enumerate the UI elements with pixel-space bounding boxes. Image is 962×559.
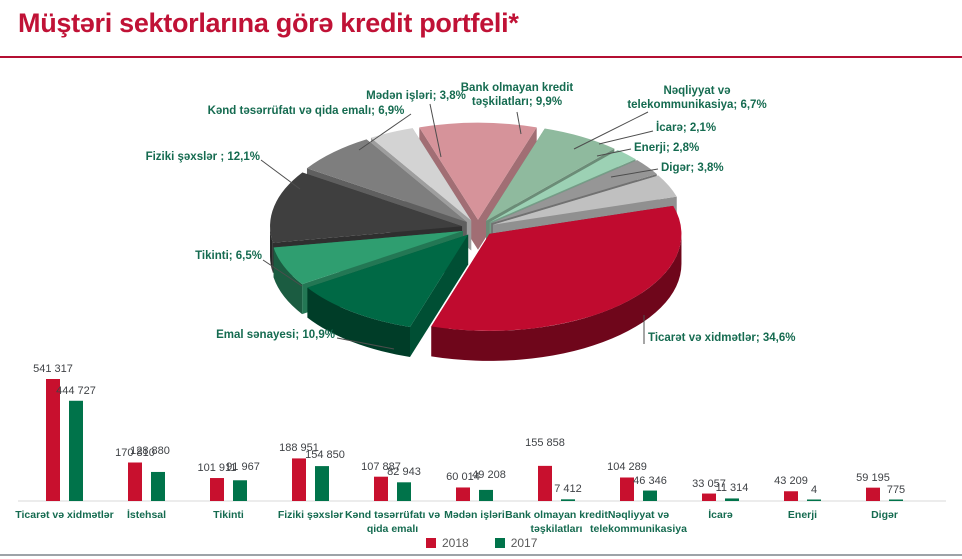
pie-slice-1 (486, 128, 615, 221)
bar-2017-7 (643, 490, 657, 501)
bar-2018-0 (46, 379, 60, 501)
legend-item-2017: 2017 (494, 536, 538, 550)
bar-2017-10 (889, 499, 903, 501)
bar-2018-1 (128, 462, 142, 501)
pie-leader-line-10 (429, 103, 442, 158)
legend-item-2018: 2018 (426, 536, 469, 550)
bar-2018-2 (210, 478, 224, 501)
bar-2017-8 (725, 498, 739, 501)
bar-2018-3 (292, 458, 306, 501)
bar-2017-0 (69, 400, 83, 501)
legend-label-2018: 2018 (442, 536, 469, 550)
bar-2017-3 (315, 466, 329, 501)
bar-2018-5 (456, 487, 470, 501)
pie-slice-side (273, 247, 303, 315)
pie-leader-line-6 (336, 337, 395, 350)
pie-slice-side (431, 233, 682, 361)
pie-leader-line-7 (262, 259, 303, 287)
pie-slice-6 (307, 234, 469, 328)
pie-slice-0 (419, 122, 537, 220)
pie-leader-line-0 (516, 111, 522, 135)
pie-slice-2 (489, 150, 636, 223)
pie-slice-5 (431, 205, 682, 331)
legend-swatch-2018 (426, 538, 436, 548)
pie-slice-10 (370, 128, 472, 221)
bar-2018-10 (866, 487, 880, 501)
pie-slice-4 (492, 175, 677, 225)
page-title: Müştəri sektorlarına görə kredit portfel… (18, 8, 519, 38)
legend-swatch-2017 (494, 538, 505, 548)
pie-leader-line-9 (358, 113, 412, 151)
bar-2018-9 (784, 491, 798, 501)
pie-slice-side (270, 226, 273, 273)
bar-2017-2 (233, 480, 247, 501)
pie-leader-line-8 (260, 159, 301, 190)
bar-2018-6 (538, 465, 552, 501)
pie-slice-9 (306, 139, 467, 223)
bar-2017-5 (479, 489, 493, 501)
bar-2017-1 (151, 471, 165, 501)
legend-label-2017: 2017 (510, 536, 538, 550)
pie-slice-7 (273, 231, 463, 285)
bar-2018-8 (702, 493, 716, 501)
pie-slice-side (307, 287, 411, 358)
bar-2017-6 (561, 499, 575, 501)
pie-slice-8 (270, 172, 463, 243)
chart-legend: 2018 2017 (426, 536, 537, 550)
pie-leader-line-1 (573, 111, 649, 150)
bar-2018-4 (374, 476, 388, 501)
title-divider (0, 56, 962, 58)
pie-leader-line-4 (610, 168, 659, 178)
pie-leader-line-3 (596, 148, 632, 157)
pie-leader-line-2 (598, 130, 654, 145)
bar-2017-9 (807, 499, 821, 501)
bottom-divider (0, 554, 962, 556)
bar-2017-4 (397, 482, 411, 501)
bar-2018-7 (620, 477, 634, 501)
